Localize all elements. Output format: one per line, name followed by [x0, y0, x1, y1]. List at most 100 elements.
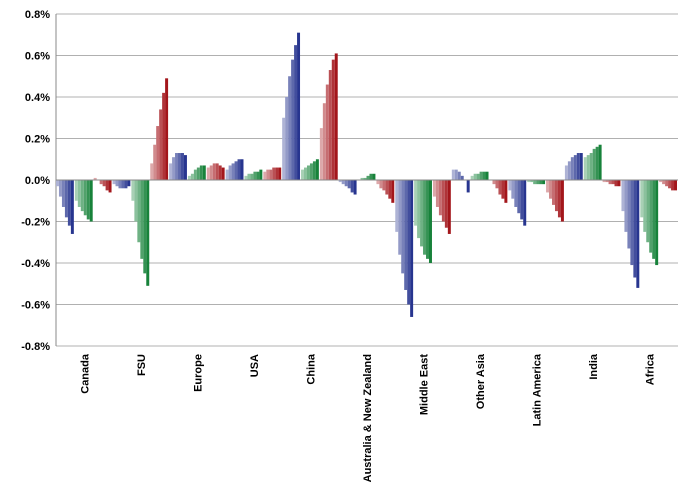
- bar: [134, 180, 138, 222]
- bar: [659, 180, 663, 183]
- bar: [137, 180, 141, 243]
- bar: [395, 180, 399, 232]
- bar: [579, 153, 583, 180]
- bar: [595, 146, 599, 180]
- bar: [266, 169, 270, 180]
- bar: [508, 180, 512, 191]
- bar: [460, 175, 464, 180]
- bar: [322, 103, 326, 180]
- bar: [263, 171, 267, 180]
- bar: [325, 84, 329, 180]
- bar: [423, 180, 427, 255]
- y-tick-label: 0.4%: [25, 92, 50, 104]
- bar: [108, 180, 112, 193]
- bar: [231, 163, 235, 180]
- bar: [353, 180, 357, 195]
- x-tick-label: Australia & New Zealand: [362, 354, 374, 482]
- bar: [253, 171, 257, 180]
- bar: [99, 180, 103, 185]
- bar: [180, 153, 184, 180]
- bar: [501, 180, 505, 199]
- bar: [190, 173, 194, 180]
- bar: [159, 109, 163, 180]
- bar: [331, 59, 335, 180]
- bar: [473, 173, 477, 180]
- bar: [80, 180, 84, 212]
- bar: [428, 180, 432, 263]
- bar: [633, 180, 637, 278]
- bar: [611, 180, 615, 185]
- bar: [614, 180, 618, 187]
- bar: [282, 117, 286, 180]
- bar: [288, 76, 292, 180]
- bar: [363, 177, 367, 180]
- bar: [605, 180, 609, 183]
- x-tick-label: India: [588, 353, 600, 380]
- bar: [482, 171, 486, 180]
- bar: [105, 180, 109, 191]
- bar: [234, 161, 238, 180]
- bar: [671, 180, 675, 191]
- x-tick-label: Other Asia: [475, 353, 487, 409]
- bar: [344, 180, 348, 187]
- bar: [304, 167, 307, 180]
- bar: [218, 165, 222, 180]
- bar: [178, 153, 181, 180]
- bar: [417, 180, 421, 239]
- bar: [212, 163, 216, 180]
- bar: [156, 126, 160, 180]
- bar: [570, 157, 574, 180]
- bar: [250, 173, 254, 180]
- bar: [93, 177, 97, 180]
- bar: [143, 180, 147, 274]
- x-tick-label: Latin America: [532, 353, 544, 426]
- bar: [621, 180, 625, 212]
- y-tick-label: 0.8%: [25, 9, 50, 21]
- bar: [432, 180, 436, 197]
- y-tick-label: -0.8%: [21, 341, 50, 353]
- bar: [202, 165, 206, 180]
- bar: [564, 165, 568, 180]
- bar: [454, 169, 458, 180]
- bar: [444, 180, 448, 228]
- bar: [118, 180, 122, 189]
- bar: [366, 175, 370, 180]
- bar: [228, 165, 232, 180]
- bar: [470, 175, 474, 180]
- bar: [193, 169, 197, 180]
- bar: [275, 167, 279, 180]
- bar: [58, 180, 62, 197]
- bar: [187, 175, 191, 180]
- bar: [334, 53, 338, 180]
- bar: [376, 180, 380, 185]
- bar: [646, 180, 650, 243]
- bar: [583, 157, 587, 180]
- bar: [586, 155, 590, 180]
- bar: [557, 180, 561, 218]
- bar: [309, 163, 313, 180]
- bar: [539, 180, 543, 185]
- bar: [259, 169, 263, 180]
- x-tick-label: Europe: [192, 354, 204, 392]
- bar: [602, 180, 606, 183]
- bar: [398, 180, 402, 255]
- bar: [530, 180, 534, 183]
- bar: [668, 180, 672, 189]
- bar: [319, 128, 323, 180]
- bar: [554, 180, 558, 212]
- bar: [269, 169, 273, 180]
- bar: [466, 180, 470, 193]
- bar: [447, 180, 451, 234]
- bar: [542, 180, 546, 185]
- bar: [350, 180, 354, 193]
- bar: [643, 180, 647, 232]
- y-tick-label: 0.0%: [25, 175, 50, 187]
- bar: [479, 171, 483, 180]
- bar: [552, 180, 555, 205]
- bar: [441, 180, 445, 222]
- bar: [127, 180, 131, 187]
- bar: [504, 180, 508, 203]
- bar: [369, 173, 373, 180]
- x-tick-label: Africa: [645, 353, 657, 385]
